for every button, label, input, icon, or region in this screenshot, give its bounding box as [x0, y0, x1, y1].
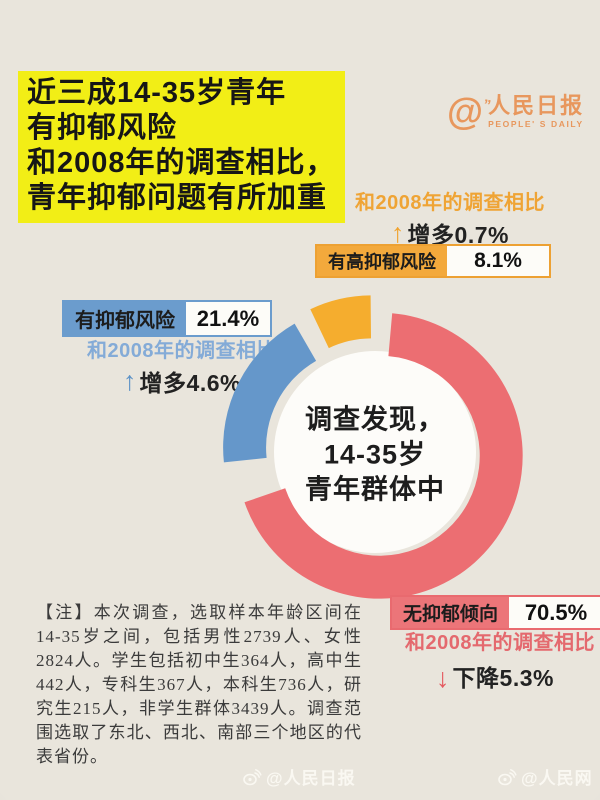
high-risk-change-text: 增多0.7% [407, 222, 509, 248]
logo-name-en: PEOPLE' S DAILY [488, 119, 584, 129]
center-line-3: 青年群体中 [305, 474, 445, 505]
high-risk-value: 8.1% [447, 246, 549, 276]
title-line-1: 近三成14-35岁青年 [27, 77, 287, 109]
down-arrow-icon: ↓ [436, 662, 450, 693]
logo-name-cn: 人民日报 [488, 93, 585, 118]
legend-depression-risk: 有抑郁风险 21.4% [62, 300, 272, 337]
depression-risk-label: 有抑郁风险 [64, 302, 186, 335]
center-line-1: 调查发现， [305, 404, 445, 435]
watermark-peoples-net: @人民网 [497, 764, 593, 789]
weibo-icon [497, 768, 517, 786]
depression-risk-compare-text: 和2008年的调查相比 [87, 340, 277, 362]
survey-note: 【注】本次调查，选取样本年龄区间在14-35岁之间，包括男性2739人、女性28… [36, 603, 362, 766]
legend-high-risk: 有高抑郁风险 8.1% [315, 244, 551, 278]
title-line-4: 青年抑郁问题有所加重 [27, 182, 328, 214]
high-depression-risk-slice [310, 295, 371, 349]
up-arrow-icon: ↑ [123, 366, 137, 396]
page-title: 近三成14-35岁青年 有抑郁风险 和2008年的调查相比， 青年抑郁问题有所加… [18, 71, 345, 223]
watermark-peoples-daily: @人民日报 [242, 764, 356, 789]
at-sign-icon: @” [447, 92, 492, 132]
no-tendency-value: 70.5% [509, 597, 600, 628]
watermark-text: @人民日报 [266, 769, 356, 788]
center-line-2: 14-35岁 [323, 439, 427, 470]
callout-high-risk: 和2008年的调查相比 ↑ 增多0.7% [336, 186, 564, 250]
no-tendency-label: 无抑郁倾向 [392, 597, 510, 628]
legend-no-tendency: 无抑郁倾向 70.5% [390, 595, 600, 630]
callout-no-tendency: 和2008年的调查相比 ↓ 下降5.3% [405, 626, 595, 693]
high-risk-label: 有高抑郁风险 [317, 246, 447, 276]
no-tendency-change-text: 下降5.3% [452, 665, 554, 691]
title-line-2: 有抑郁风险 [27, 112, 178, 144]
title-line-3: 和2008年的调查相比， [27, 147, 336, 179]
depression-risk-value: 21.4% [186, 302, 270, 335]
up-arrow-icon: ↑ [391, 218, 405, 248]
chart-center-label: 调查发现， 14-35岁 青年群体中 [305, 403, 445, 508]
callout-depression-risk: 和2008年的调查相比 ↑ 增多4.6% [66, 334, 298, 398]
weibo-icon [242, 768, 262, 786]
peoples-daily-logo: @” 人民日报 PEOPLE' S DAILY [447, 92, 584, 132]
high-risk-compare-text: 和2008年的调查相比 [355, 192, 545, 214]
no-tendency-compare-text: 和2008年的调查相比 [405, 632, 595, 654]
watermark-text: @人民网 [521, 769, 593, 788]
depression-risk-change-text: 增多4.6% [139, 370, 241, 396]
